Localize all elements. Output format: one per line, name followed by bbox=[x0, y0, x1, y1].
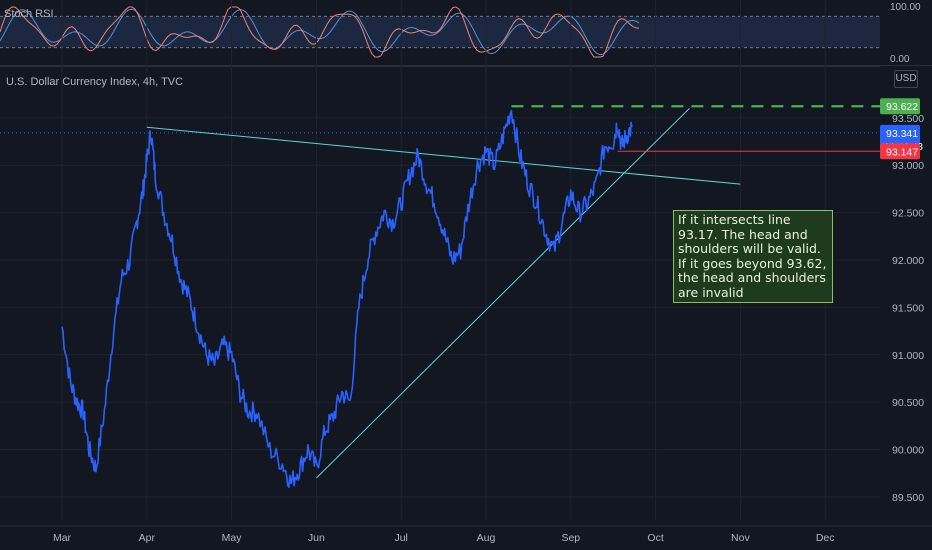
time-tick-label: Sep bbox=[561, 532, 580, 544]
time-tick-label: May bbox=[222, 532, 243, 544]
time-tick-label: Jun bbox=[308, 532, 325, 544]
time-tick-label: Dec bbox=[816, 532, 835, 544]
symbol-label[interactable]: U.S. Dollar Currency Index, 4h, TVC bbox=[6, 76, 184, 88]
time-axis[interactable]: Mar Apr May Jun Jul Aug Sep Oct Nov Dec bbox=[0, 525, 932, 544]
price-tick-label: 93.500 bbox=[892, 113, 924, 125]
stoch-rsi-panel: 100.00 0.00 bbox=[0, 0, 932, 67]
price-series bbox=[61, 110, 633, 489]
price-tick-label: 91.000 bbox=[892, 350, 924, 362]
price-tick-label: 90.500 bbox=[892, 397, 924, 409]
currency-button[interactable]: USD bbox=[894, 70, 918, 88]
current-price-tag: 93.341 bbox=[886, 128, 918, 140]
price-tick-label: 93.000 bbox=[892, 160, 924, 172]
price-tick-label: 91.500 bbox=[892, 302, 924, 314]
price-tick-label: 89.500 bbox=[892, 492, 924, 504]
price-tick-label: 90.000 bbox=[892, 445, 924, 457]
rsi-tick-label: 0.00 bbox=[890, 54, 910, 65]
price-tick-label: 92.500 bbox=[892, 208, 924, 220]
annotation-note[interactable]: If it intersects line 93.17. The head an… bbox=[673, 210, 833, 303]
time-tick-label: Apr bbox=[139, 532, 156, 544]
rsi-band bbox=[0, 16, 880, 48]
time-tick-label: Aug bbox=[477, 532, 496, 544]
rsi-tick-label: 100.00 bbox=[890, 2, 921, 13]
time-tick-label: Oct bbox=[647, 532, 663, 544]
rsi-k-line bbox=[0, 6, 640, 58]
time-tick-label: Mar bbox=[53, 532, 72, 544]
price-line bbox=[61, 110, 633, 489]
support-tag-bg bbox=[880, 143, 920, 160]
time-tick-label: Jul bbox=[394, 532, 407, 544]
resistance-tag-bg bbox=[880, 98, 920, 115]
resistance-tag: 93.622 bbox=[886, 101, 918, 113]
trend-lines[interactable] bbox=[146, 105, 880, 479]
trendline-1 bbox=[316, 107, 690, 479]
support-tag: 93.147 bbox=[886, 146, 918, 158]
time-tick-label: Nov bbox=[731, 532, 750, 544]
indicator-label[interactable]: Stoch RSI bbox=[4, 8, 54, 20]
price-tick-label: 92.000 bbox=[892, 255, 924, 267]
trendline-0 bbox=[146, 126, 741, 185]
